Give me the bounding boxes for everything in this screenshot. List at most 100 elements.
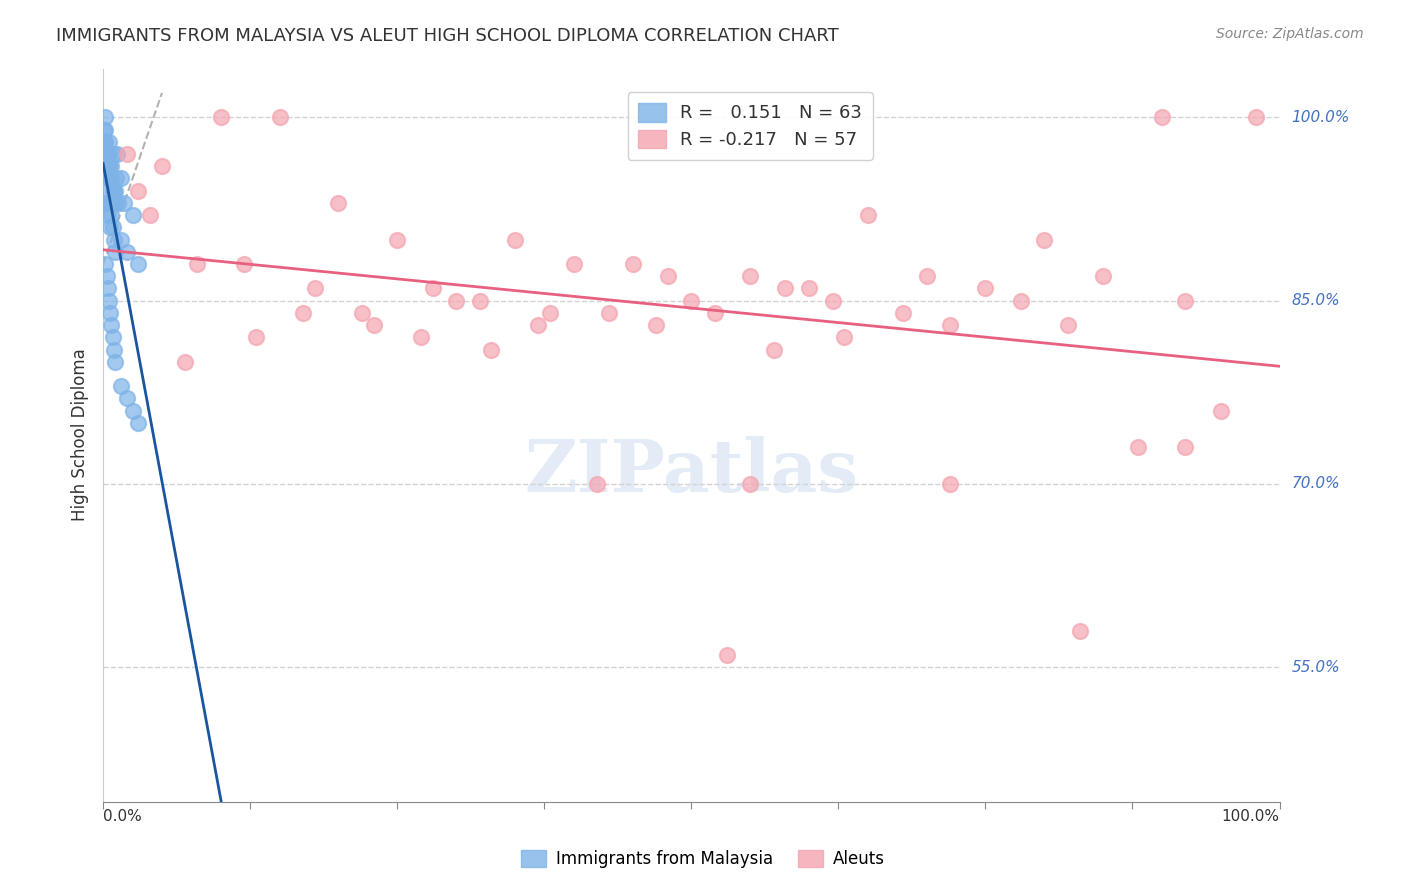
Point	[100, 318, 122, 332]
Point	[409, 330, 432, 344]
Point	[891, 306, 914, 320]
Point	[103, 184, 125, 198]
Point	[115, 244, 138, 259]
Point	[98, 306, 121, 320]
Point	[1174, 293, 1197, 308]
Point	[740, 477, 762, 491]
Point	[101, 147, 124, 161]
Point	[269, 111, 291, 125]
Point	[1209, 403, 1232, 417]
Point	[245, 330, 267, 344]
Point	[422, 281, 444, 295]
Point	[112, 195, 135, 210]
Point	[233, 257, 256, 271]
Point	[98, 171, 121, 186]
Point	[98, 171, 121, 186]
Point	[598, 306, 620, 320]
Point	[105, 147, 128, 161]
Point	[103, 233, 125, 247]
Point	[98, 135, 121, 149]
Text: 100.0%: 100.0%	[1291, 110, 1350, 125]
Point	[127, 416, 149, 430]
Point	[97, 208, 120, 222]
Point	[101, 330, 124, 344]
Point	[110, 233, 132, 247]
Point	[350, 306, 373, 320]
Point	[127, 184, 149, 198]
Point	[101, 184, 124, 198]
Point	[94, 257, 117, 271]
Point	[104, 184, 127, 198]
Point	[107, 195, 129, 210]
Point	[96, 159, 118, 173]
Point	[98, 293, 121, 308]
Point	[110, 171, 132, 186]
Point	[186, 257, 208, 271]
Point	[1244, 111, 1267, 125]
Point	[939, 318, 962, 332]
Point	[703, 306, 725, 320]
Point	[93, 135, 115, 149]
Point	[93, 122, 115, 136]
Point	[94, 135, 117, 149]
Text: Source: ZipAtlas.com: Source: ZipAtlas.com	[1216, 27, 1364, 41]
Point	[103, 184, 125, 198]
Point	[444, 293, 467, 308]
Point	[93, 135, 115, 149]
Point	[98, 159, 121, 173]
Point	[304, 281, 326, 295]
Point	[1033, 233, 1056, 247]
Point	[110, 379, 132, 393]
Point	[209, 111, 232, 125]
Text: 70.0%: 70.0%	[1291, 476, 1340, 491]
Point	[387, 233, 409, 247]
Point	[100, 171, 122, 186]
Point	[740, 269, 762, 284]
Point	[363, 318, 385, 332]
Point	[98, 195, 121, 210]
Text: 55.0%: 55.0%	[1291, 660, 1340, 674]
Point	[121, 208, 143, 222]
Point	[94, 122, 117, 136]
Point	[105, 171, 128, 186]
Point	[97, 281, 120, 295]
Point	[856, 208, 879, 222]
Text: 100.0%: 100.0%	[1222, 809, 1279, 824]
Point	[96, 147, 118, 161]
Point	[115, 392, 138, 406]
Text: 85.0%: 85.0%	[1291, 293, 1340, 308]
Point	[1092, 269, 1115, 284]
Point	[939, 477, 962, 491]
Point	[645, 318, 668, 332]
Point	[104, 195, 127, 210]
Point	[1150, 111, 1173, 125]
Point	[94, 147, 117, 161]
Point	[527, 318, 550, 332]
Point	[681, 293, 703, 308]
Point	[139, 208, 162, 222]
Point	[96, 147, 118, 161]
Point	[328, 195, 350, 210]
Point	[1010, 293, 1032, 308]
Point	[115, 147, 138, 161]
Point	[93, 135, 115, 149]
Legend: Immigrants from Malaysia, Aleuts: Immigrants from Malaysia, Aleuts	[515, 843, 891, 875]
Point	[98, 159, 121, 173]
Point	[797, 281, 820, 295]
Y-axis label: High School Diploma: High School Diploma	[72, 349, 89, 522]
Point	[716, 648, 738, 662]
Point	[292, 306, 315, 320]
Point	[121, 403, 143, 417]
Point	[1069, 624, 1091, 638]
Point	[98, 184, 121, 198]
Legend: R =   0.151   N = 63, R = -0.217   N = 57: R = 0.151 N = 63, R = -0.217 N = 57	[627, 92, 873, 160]
Point	[104, 355, 127, 369]
Point	[100, 208, 122, 222]
Point	[1128, 440, 1150, 454]
Point	[98, 220, 121, 235]
Point	[94, 111, 117, 125]
Point	[150, 159, 173, 173]
Point	[101, 220, 124, 235]
Point	[1056, 318, 1078, 332]
Text: 0.0%: 0.0%	[103, 809, 142, 824]
